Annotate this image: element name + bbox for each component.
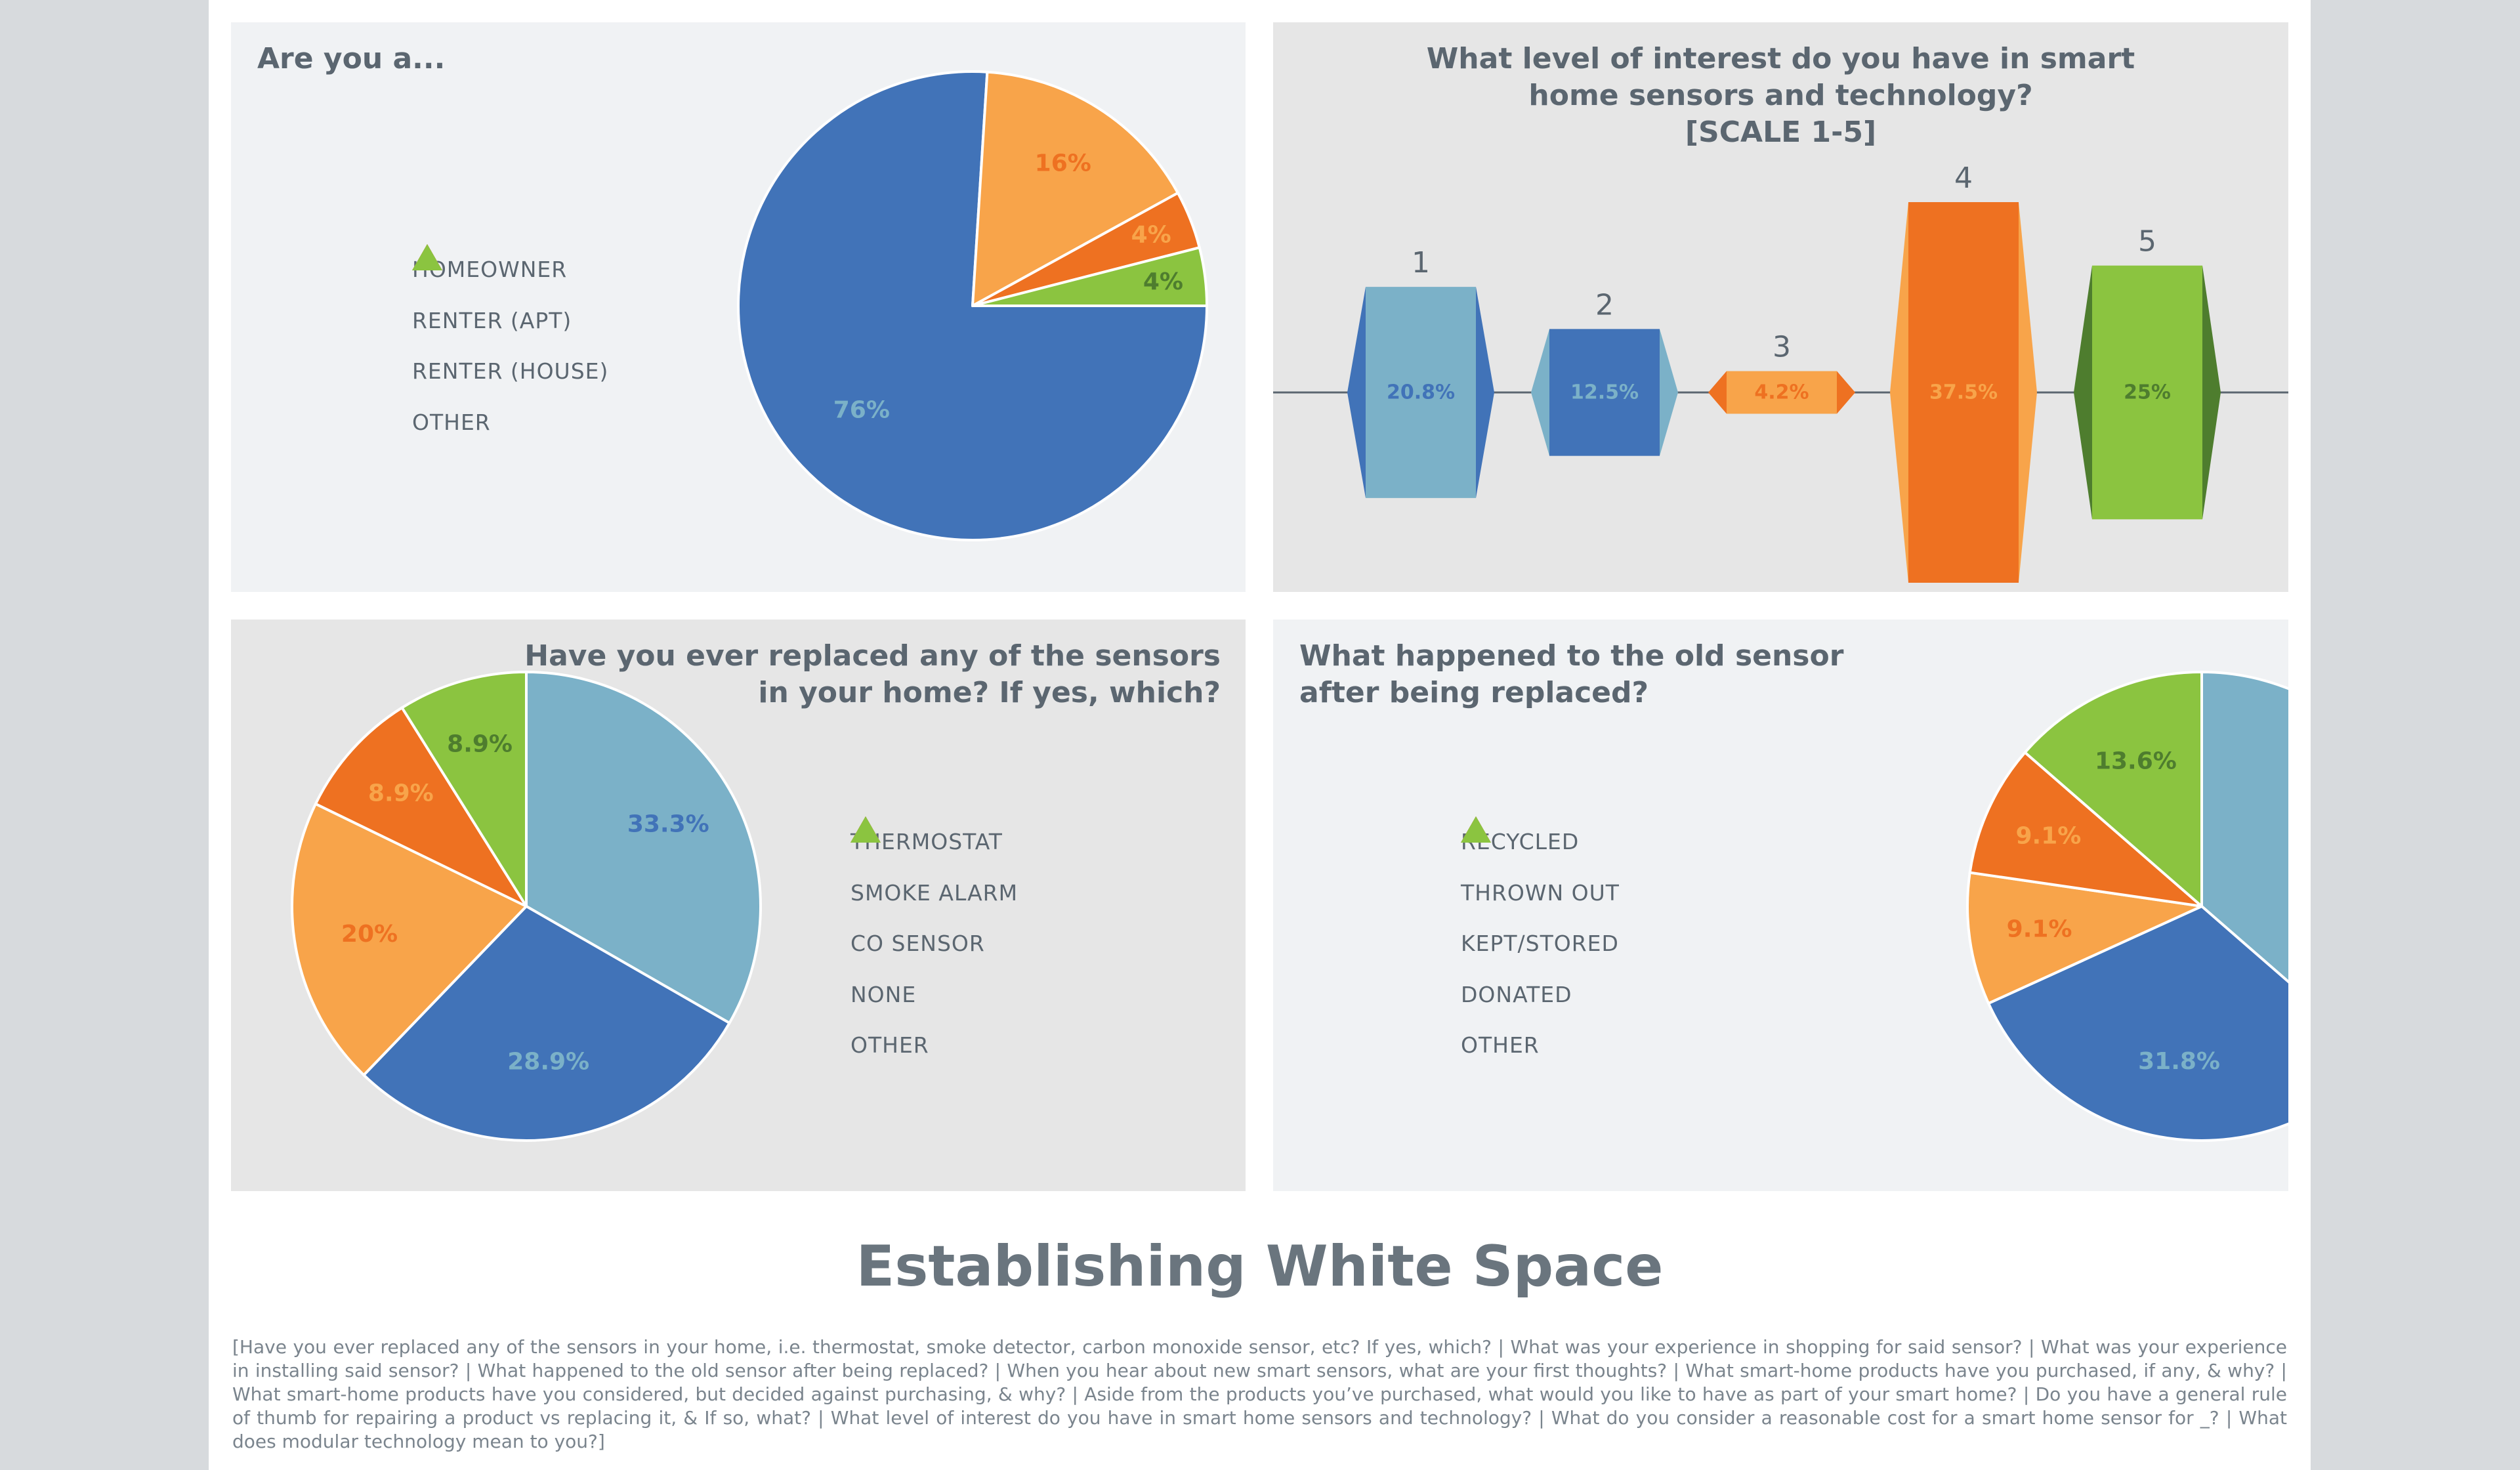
pie-slice-smoke-alarm — [362, 905, 731, 1142]
bar-category-label: 2 — [1595, 288, 1614, 322]
bar-edge-right — [1837, 371, 1855, 414]
bar-category-label: 3 — [1773, 331, 1791, 364]
panel-interest-chart: What level of interest do you have in sm… — [1273, 22, 2288, 592]
legend-item-co-sensor: CO SENSOR — [850, 816, 1018, 969]
chart-title-line: What happened to the old sensor — [1299, 639, 1844, 673]
pie-label: 13.6% — [2095, 748, 2177, 775]
pie-label: 8.9% — [368, 780, 434, 807]
pie-chart-replaced: 33.3% 28.9% 20% 8.9% 8.9% — [291, 671, 762, 1142]
chart-title-line: Have you ever replaced any of the sensor… — [524, 639, 1221, 673]
panel-homeowner-chart: Are you a... HOMEOWNER RENTER (APT) RENTER… — [231, 22, 1246, 592]
bar-group-4: 37.5% 4 — [1890, 161, 2037, 583]
pie-slice-donated — [1968, 751, 2203, 908]
bar-value-label: 12.5% — [1570, 381, 1639, 404]
page-title: Establishing White Space — [856, 1234, 1664, 1299]
bar — [1908, 202, 2019, 583]
legend: HOMEOWNER RENTER (APT) RENTER (HOUSE) OTHER — [412, 244, 608, 448]
chart-title-line: in your home? If yes, which? — [758, 676, 1221, 709]
bar-value-label: 20.8% — [1387, 381, 1455, 404]
pie-label: 31.8% — [2138, 1048, 2220, 1075]
pie-label: 9.1% — [2007, 916, 2072, 943]
page: Are you a... HOMEOWNER RENTER (APT) RENTER… — [209, 0, 2311, 1470]
bar-group-5: 25% 5 — [2074, 225, 2221, 520]
pie-label: 4% — [1143, 268, 1183, 295]
chart-title-line: after being replaced? — [1299, 676, 1649, 709]
legend-label: RENTER (HOUSE) — [412, 358, 609, 385]
legend-label: CO SENSOR — [850, 931, 985, 957]
chart-title: What happened to the old sensor after bei… — [1299, 638, 1843, 711]
bar-group-2: 12.5% 2 — [1531, 288, 1678, 456]
pie-slice-other — [400, 671, 528, 908]
legend-item-other: OTHER — [1461, 816, 1620, 1071]
legend-label: OTHER — [850, 1032, 929, 1059]
legend-label: NONE — [850, 981, 917, 1007]
bar — [1366, 287, 1476, 498]
legend-label: DONATED — [1461, 981, 1572, 1007]
bar-edge-right — [2019, 202, 2037, 583]
bar-category-label: 5 — [2138, 225, 2156, 259]
bar-edge-right — [1476, 287, 1494, 498]
pie-chart-old-sensor: 36.4%31.8%9.1%9.1%13.6% — [1966, 671, 2288, 1142]
pie-slice-recycled — [2200, 671, 2288, 984]
pie-chart-homeowner: 76% 16% 4% 4% — [737, 70, 1208, 541]
pie-slice-thrown-out — [1987, 905, 2288, 1142]
pie-slice-thermostat — [525, 671, 762, 1024]
legend: RECYCLED THROWN OUT KEPT/STORED DONATED OTHE… — [1461, 816, 1620, 1071]
bar-edge-left — [1531, 329, 1549, 456]
pie-label: 8.9% — [447, 730, 513, 757]
bar — [1549, 329, 1660, 456]
pie-label: 20% — [341, 921, 398, 948]
legend-item-other: OTHER — [850, 816, 1018, 1071]
pie-slice-other — [971, 246, 1208, 307]
pie-slice-renter-apt — [971, 70, 1179, 307]
pie-slice-other — [2023, 671, 2203, 908]
legend-label: OTHER — [412, 409, 491, 435]
legend-label: KEPT/STORED — [1461, 931, 1619, 957]
chart-title: Are you a... — [257, 42, 446, 75]
chart-title: What level of interest do you have in sm… — [1273, 41, 2288, 151]
pie-label: 9.1% — [2015, 822, 2081, 849]
legend-item-renter-apt: RENTER (APT) — [412, 244, 608, 346]
bar-category-label: 1 — [1412, 246, 1430, 280]
pie-label: 33.3% — [627, 810, 709, 837]
bar-edge-left — [1708, 371, 1727, 414]
bar-value-label: 25% — [2124, 381, 2171, 404]
legend-item-other: OTHER — [412, 244, 608, 448]
pie-label: 16% — [1035, 150, 1091, 177]
bar-edge-right — [1660, 329, 1678, 456]
pie-label: 76% — [833, 396, 890, 423]
bar-value-label: 37.5% — [1929, 381, 1998, 404]
bar-edge-left — [1890, 202, 1908, 583]
panel-old-sensor-chart: What happened to the old sensor after bei… — [1273, 620, 2288, 1191]
chart-title-line: home sensors and technology? — [1528, 79, 2033, 112]
triangle-icon — [412, 244, 442, 270]
bar-chart-interest: 20.8% 1 12.5% 2 4.2% 3 37.5% 4 25% 5 — [1273, 161, 2288, 583]
triangle-icon — [1461, 816, 1491, 843]
bar — [1727, 371, 1837, 414]
pie-label: 4% — [1131, 222, 1171, 249]
bar-edge-right — [2202, 265, 2221, 520]
bar-edge-left — [1347, 287, 1366, 498]
legend-label: SMOKE ALARM — [850, 879, 1018, 906]
chart-title: Have you ever replaced any of the sensor… — [524, 638, 1221, 711]
pie-label: 28.9% — [507, 1048, 589, 1075]
bar-category-label: 4 — [1954, 161, 1973, 195]
legend-label: THROWN OUT — [1461, 879, 1620, 906]
legend-label: OTHER — [1461, 1032, 1540, 1059]
panel-replaced-chart: Have you ever replaced any of the sensor… — [231, 620, 1246, 1191]
pie-slice-co-sensor — [291, 802, 528, 1077]
pie-slice-kept-stored — [1966, 871, 2203, 1005]
bar-value-label: 4.2% — [1754, 381, 1809, 404]
bar-edge-left — [2074, 265, 2092, 520]
chart-title-line: [SCALE 1-5] — [1685, 116, 1877, 149]
bar-group-3: 4.2% 3 — [1708, 331, 1855, 414]
chart-title-line: What level of interest do you have in sm… — [1426, 42, 2135, 75]
bar — [2092, 265, 2202, 520]
legend: THERMOSTAT SMOKE ALARM CO SENSOR NONE OTHER — [850, 816, 1018, 1071]
legend-label: RENTER (APT) — [412, 307, 572, 333]
triangle-icon — [850, 816, 881, 843]
questions-text: [Have you ever replaced any of the senso… — [232, 1336, 2287, 1452]
bar-group-1: 20.8% 1 — [1347, 246, 1494, 498]
pie-slice-none — [314, 706, 528, 908]
